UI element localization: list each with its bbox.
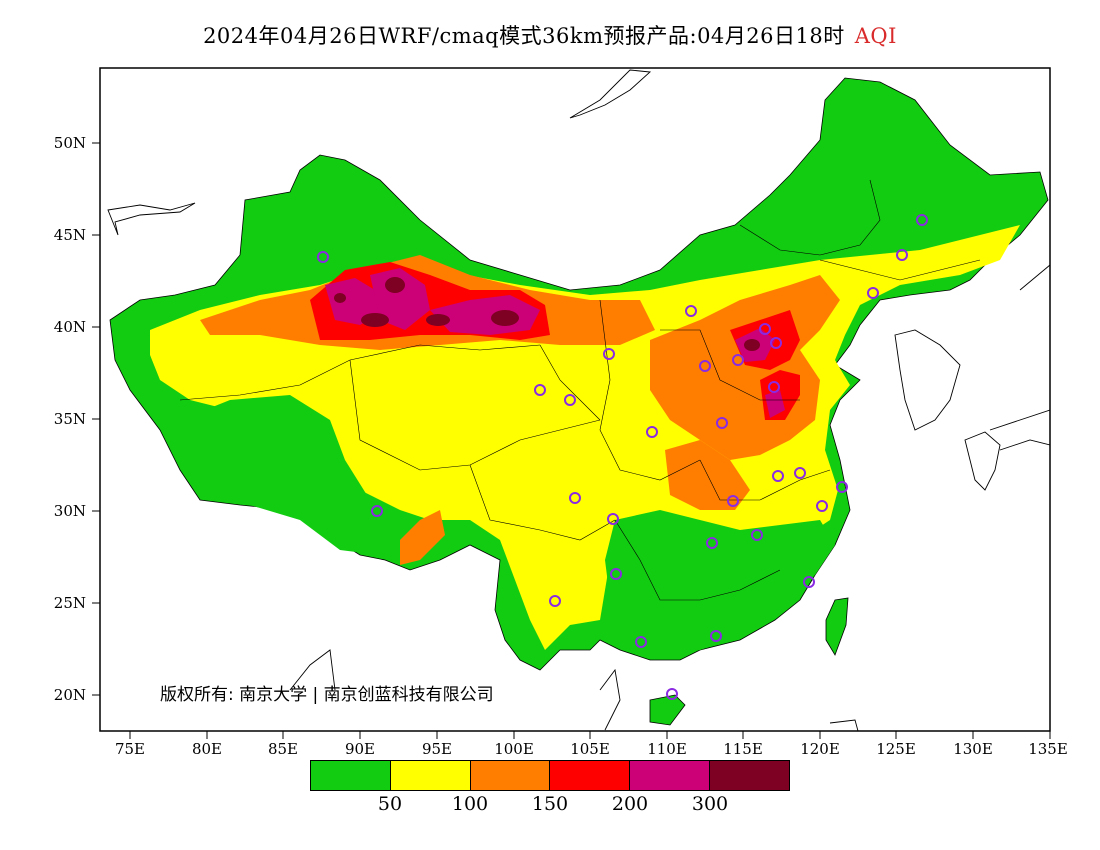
legend-label-150: 150 bbox=[531, 793, 569, 815]
station-marker bbox=[635, 636, 647, 648]
legend-swatch-usg bbox=[469, 761, 550, 790]
lon-label-95e: 95E bbox=[421, 740, 453, 758]
station-marker bbox=[666, 688, 678, 700]
legend-swatch-moderate bbox=[389, 761, 470, 790]
aqi-zone-good-tibet bbox=[180, 395, 410, 555]
aqi-zone-very-unhealthy-5 bbox=[765, 390, 785, 418]
lon-label-115e: 115E bbox=[723, 740, 763, 758]
coastlines bbox=[107, 69, 1050, 731]
aqi-zone-very-unhealthy-1 bbox=[325, 278, 385, 325]
legend-label-200: 200 bbox=[611, 793, 649, 815]
station-marker bbox=[836, 481, 848, 493]
lat-label-35n: 35N bbox=[53, 410, 86, 428]
station-marker bbox=[727, 495, 739, 507]
province-boundaries bbox=[179, 179, 981, 601]
station-marker bbox=[768, 381, 780, 393]
lon-label-135e: 135E bbox=[1028, 740, 1068, 758]
station-marker bbox=[534, 384, 546, 396]
station-marker bbox=[816, 500, 828, 512]
station-marker bbox=[916, 214, 928, 226]
station-marker bbox=[710, 630, 722, 642]
lon-ticks bbox=[129, 731, 1051, 739]
station-marker bbox=[770, 337, 782, 349]
station-marker bbox=[603, 348, 615, 360]
station-marker bbox=[549, 595, 561, 607]
lat-label-30n: 30N bbox=[53, 502, 86, 520]
aqi-zone-very-unhealthy-2 bbox=[370, 268, 430, 330]
station-marker bbox=[867, 287, 879, 299]
station-marker bbox=[732, 354, 744, 366]
aqi-zone-hazardous-4 bbox=[491, 310, 519, 326]
lon-label-75e: 75E bbox=[114, 740, 146, 758]
map-title: 2024年04月26日WRF/cmaq模式36km预报产品:04月26日18时 A… bbox=[0, 20, 1100, 50]
lon-label-85e: 85E bbox=[267, 740, 299, 758]
aqi-zone-hazardous-5 bbox=[334, 293, 346, 303]
lon-label-120e: 120E bbox=[800, 740, 840, 758]
legend-swatch-good bbox=[311, 761, 390, 790]
station-marker bbox=[751, 529, 763, 541]
aqi-color-legend bbox=[310, 760, 790, 791]
station-marker bbox=[794, 467, 806, 479]
lon-label-110e: 110E bbox=[647, 740, 687, 758]
station-marker bbox=[610, 568, 622, 580]
station-marker bbox=[646, 426, 658, 438]
aqi-zone-hazardous-3 bbox=[426, 314, 450, 326]
lat-ticks bbox=[92, 142, 100, 696]
legend-swatch-very-unhealthy bbox=[629, 761, 710, 790]
station-marker bbox=[772, 470, 784, 482]
station-marker bbox=[706, 537, 718, 549]
map-border bbox=[99, 67, 1051, 732]
aqi-zone-hazardous-1 bbox=[361, 313, 389, 327]
aqi-zone-hazardous-2 bbox=[385, 277, 405, 293]
station-marker bbox=[569, 492, 581, 504]
legend-label-50: 50 bbox=[377, 793, 403, 815]
lon-label-105e: 105E bbox=[570, 740, 610, 758]
station-marker bbox=[896, 249, 908, 261]
legend-swatch-unhealthy bbox=[549, 761, 630, 790]
aqi-zone-usg-sw bbox=[400, 510, 445, 565]
lat-label-50n: 50N bbox=[53, 134, 86, 152]
lon-label-80e: 80E bbox=[191, 740, 223, 758]
station-marker bbox=[699, 360, 711, 372]
station-marker bbox=[607, 513, 619, 525]
lat-label-25n: 25N bbox=[53, 594, 86, 612]
station-marker bbox=[564, 394, 576, 406]
station-marker bbox=[803, 576, 815, 588]
title-variable: AQI bbox=[854, 24, 897, 48]
station-marker bbox=[317, 251, 329, 263]
station-marker bbox=[759, 323, 771, 335]
aqi-zone-very-unhealthy-3 bbox=[430, 295, 540, 335]
copyright-notice: 版权所有: 南京大学 | 南京创蓝科技有限公司 bbox=[160, 685, 494, 705]
hainan-island bbox=[649, 694, 686, 726]
title-text: 2024年04月26日WRF/cmaq模式36km预报产品:04月26日18时 bbox=[203, 24, 845, 48]
lat-label-20n: 20N bbox=[53, 686, 86, 704]
lon-label-90e: 90E bbox=[344, 740, 376, 758]
aqi-zone-good-south bbox=[605, 510, 835, 655]
lon-label-100e: 100E bbox=[494, 740, 534, 758]
legend-swatch-hazardous bbox=[709, 761, 789, 790]
station-marker bbox=[716, 417, 728, 429]
lat-label-40n: 40N bbox=[53, 318, 86, 336]
station-marker bbox=[685, 305, 697, 317]
station-marker bbox=[371, 505, 383, 517]
lon-label-130e: 130E bbox=[953, 740, 993, 758]
station-markers bbox=[317, 214, 928, 700]
taiwan-island bbox=[825, 597, 849, 656]
lat-label-45n: 45N bbox=[53, 226, 86, 244]
lon-label-125e: 125E bbox=[876, 740, 916, 758]
legend-label-100: 100 bbox=[451, 793, 489, 815]
aqi-zone-hazardous-6 bbox=[744, 339, 760, 351]
legend-label-300: 300 bbox=[691, 793, 729, 815]
